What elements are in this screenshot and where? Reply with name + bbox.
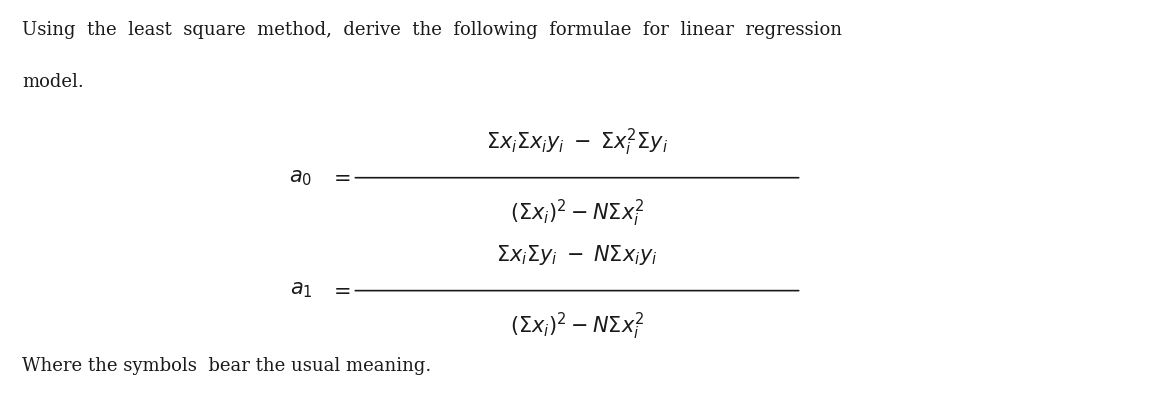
Text: $a_1$: $a_1$ bbox=[290, 281, 313, 300]
Text: Using  the  least  square  method,  derive  the  following  formulae  for  linea: Using the least square method, derive th… bbox=[22, 21, 842, 39]
Text: $=$: $=$ bbox=[330, 281, 351, 300]
Text: $\Sigma x_i \Sigma y_i \;-\; N\Sigma x_i y_i$: $\Sigma x_i \Sigma y_i \;-\; N\Sigma x_i… bbox=[496, 243, 658, 267]
Text: $\Sigma x_i \Sigma x_i y_i \;-\; \Sigma x_i^2 \Sigma y_i$: $\Sigma x_i \Sigma x_i y_i \;-\; \Sigma … bbox=[486, 126, 668, 158]
Text: model.: model. bbox=[22, 73, 84, 91]
Text: $a_0$: $a_0$ bbox=[288, 168, 313, 188]
Text: $=$: $=$ bbox=[330, 168, 351, 187]
Text: $(\Sigma x_i)^2 - N\Sigma x_i^2$: $(\Sigma x_i)^2 - N\Sigma x_i^2$ bbox=[510, 311, 644, 342]
Text: Where the symbols  bear the usual meaning.: Where the symbols bear the usual meaning… bbox=[22, 357, 432, 375]
Text: $(\Sigma x_i)^2 - N\Sigma x_i^2$: $(\Sigma x_i)^2 - N\Sigma x_i^2$ bbox=[510, 198, 644, 229]
